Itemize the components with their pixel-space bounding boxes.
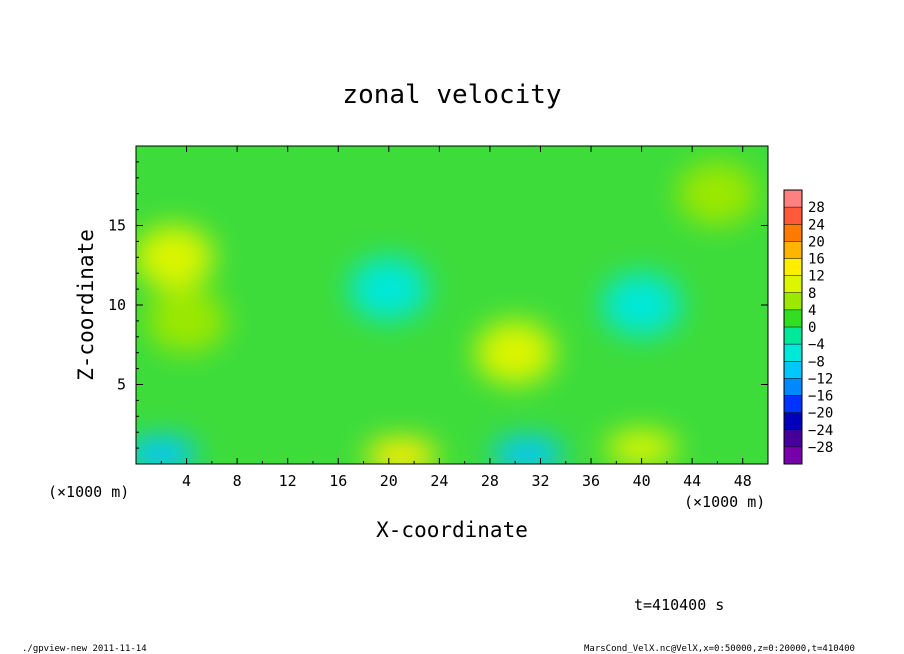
colorbar-label: 20	[808, 234, 825, 250]
x-axis: 4 8 12 16 20 24 28 32 36 40 44 48	[160, 146, 752, 490]
colorbar-swatch	[784, 309, 802, 327]
colorbar-label: −12	[808, 371, 833, 387]
colorbar-swatch	[784, 292, 802, 310]
colorbar-label: 4	[808, 303, 816, 319]
colorbar-label: 16	[808, 252, 825, 268]
y-axis: 5 10 15	[108, 161, 768, 449]
x-tick-label: 20	[380, 472, 398, 490]
heatmap-cell	[677, 161, 758, 226]
colorbar-label: 0	[808, 320, 816, 336]
x-tick-label: 32	[531, 472, 549, 490]
colorbar-label: −8	[808, 354, 825, 370]
colorbar-label: −20	[808, 406, 833, 422]
heatmap-cell	[348, 257, 429, 322]
x-tick-label: 16	[329, 472, 347, 490]
y-axis-label: Z-coordinate	[74, 229, 98, 381]
x-tick-label: 24	[430, 472, 448, 490]
heatmap-cell	[475, 320, 556, 385]
colorbar-label: −24	[808, 423, 833, 439]
heatmap-cell	[136, 225, 214, 290]
chart-title: zonal velocity	[342, 80, 561, 110]
heatmap-area	[136, 146, 768, 464]
time-label: t=410400 s	[634, 596, 724, 614]
colorbar-label: −16	[808, 389, 833, 405]
colorbar-swatch	[784, 241, 802, 259]
x-tick-label: 36	[582, 472, 600, 490]
colorbar-swatch	[784, 224, 802, 242]
colorbar-swatch	[784, 344, 802, 362]
footer-left: ./gpview-new 2011-11-14	[22, 644, 147, 654]
colorbar-swatch	[784, 446, 802, 464]
x-tick-label: 48	[734, 472, 752, 490]
heatmap-field	[136, 161, 758, 464]
x-tick-label: 44	[683, 472, 701, 490]
x-axis-label: X-coordinate	[376, 518, 528, 542]
colorbar-swatch	[784, 412, 802, 430]
colorbar-label: −4	[808, 337, 825, 353]
heatmap-cell	[601, 273, 682, 337]
colorbar-swatch	[784, 361, 802, 379]
colorbar-swatch	[784, 395, 802, 413]
y-tick-label: 10	[108, 296, 126, 314]
colorbar-swatch	[784, 258, 802, 276]
heatmap-cell	[605, 430, 678, 464]
x-tick-label: 28	[481, 472, 499, 490]
y-tick-label: 5	[117, 376, 126, 394]
x-unit-left: (×1000 m)	[48, 483, 129, 501]
colorbar-label: 24	[808, 217, 825, 233]
footer-right: MarsCond_VelX.nc@VelX,x=0:50000,z=0:2000…	[584, 644, 855, 654]
colorbar-label: 12	[808, 269, 825, 285]
colorbar-swatch	[784, 327, 802, 345]
colorbar-swatch	[784, 207, 802, 225]
colorbar-swatch	[784, 275, 802, 293]
heatmap-cell	[136, 436, 198, 464]
colorbar-swatch	[784, 429, 802, 447]
x-tick-label: 4	[182, 472, 191, 490]
heatmap-cell	[146, 288, 227, 353]
y-tick-label: 15	[108, 217, 126, 235]
colorbar-label: 28	[808, 200, 825, 216]
colorbar-swatch	[784, 378, 802, 396]
colorbar-label: −28	[808, 440, 833, 456]
colorbar-label: 8	[808, 286, 816, 302]
x-unit-right: (×1000 m)	[684, 493, 765, 511]
colorbar-swatch	[784, 190, 802, 208]
x-tick-label: 12	[279, 472, 297, 490]
heatmap-cell	[365, 438, 438, 464]
x-tick-label: 8	[233, 472, 242, 490]
heatmap-cell	[491, 436, 564, 464]
x-tick-label: 40	[633, 472, 651, 490]
